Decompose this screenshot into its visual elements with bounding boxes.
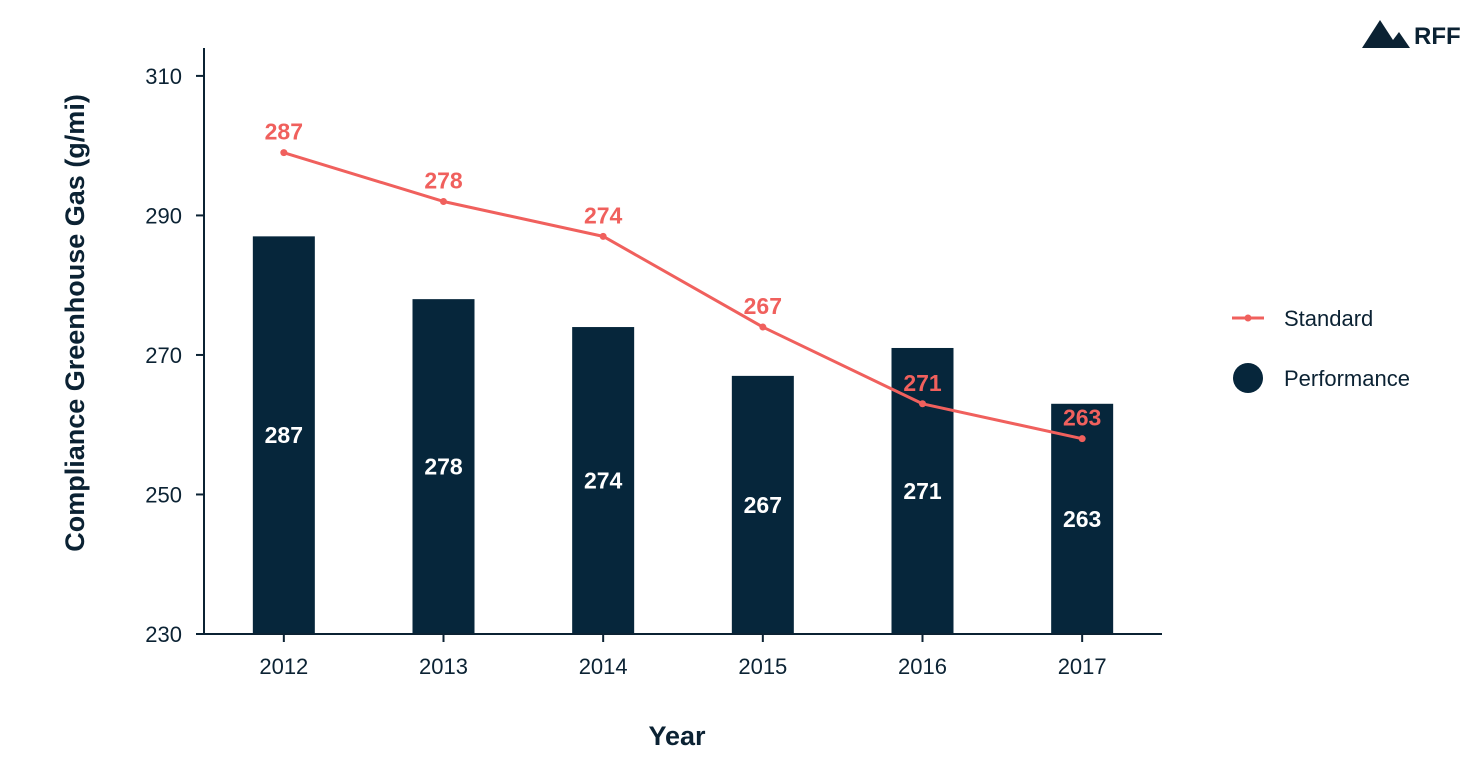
legend: Standard Performance [1232, 306, 1410, 393]
standard-label-2014: 274 [584, 202, 623, 228]
y-tick-label-250: 250 [145, 482, 182, 507]
bar-2012 [252, 236, 315, 634]
standard-point-2016 [919, 400, 926, 408]
bar-2016 [891, 347, 954, 634]
legend-standard-swatch-dot [1244, 314, 1252, 322]
y-tick-label-230: 230 [145, 622, 182, 647]
bar-label-2013: 278 [424, 454, 463, 480]
x-tick-label-2017: 2017 [1058, 654, 1107, 679]
bar-label-2016: 271 [903, 478, 942, 504]
standard-line [283, 151, 1083, 441]
standard-point-2015 [759, 323, 767, 331]
bar-2013 [412, 299, 475, 634]
y-tick-label-310: 310 [145, 64, 182, 89]
x-tick-label-2016: 2016 [898, 654, 947, 679]
x-tick-label-2014: 2014 [579, 654, 628, 679]
bar-label-2015: 267 [744, 492, 782, 518]
legend-performance-label: Performance [1284, 366, 1410, 391]
bars-layer: 287 278 274 267 271 263 [252, 236, 1114, 634]
bar-2015 [731, 375, 794, 634]
x-tick-label-2013: 2013 [419, 654, 468, 679]
standard-label-2012: 287 [265, 119, 303, 145]
standard-label-2016: 271 [903, 370, 942, 396]
legend-item-performance: Performance [1233, 363, 1410, 393]
legend-standard-label: Standard [1284, 306, 1373, 331]
y-axis-title: Compliance Greenhouse Gas (g/mi) [60, 94, 90, 552]
mountain-icon [1362, 20, 1410, 48]
rff-logo: RFF [1362, 20, 1461, 50]
standard-label-2013: 278 [424, 167, 463, 193]
bar-2014 [572, 327, 635, 634]
x-tick-label-2015: 2015 [738, 654, 787, 679]
legend-item-standard: Standard [1232, 306, 1373, 331]
legend-performance-swatch [1233, 363, 1263, 393]
bar-label-2014: 274 [584, 468, 623, 494]
line-layer: 287 278 274 267 271 263 [265, 119, 1101, 443]
bar-label-2017: 263 [1063, 506, 1101, 532]
standard-point-2012 [280, 149, 288, 157]
y-tick-label-290: 290 [145, 203, 182, 228]
x-tick-label-2012: 2012 [259, 654, 308, 679]
bar-label-2012: 287 [265, 422, 303, 448]
y-tick-label-270: 270 [145, 343, 182, 368]
logo-text: RFF [1414, 23, 1461, 50]
standard-point-2014 [599, 232, 607, 240]
standard-label-2017: 263 [1063, 405, 1101, 431]
axes-layer: 230 250 270 290 310 2012 2013 2014 2015 2016 2017 [145, 48, 1162, 679]
x-axis-title: Year [648, 721, 706, 751]
standard-label-2015: 267 [744, 293, 782, 319]
standard-point-2013 [440, 197, 447, 205]
standard-point-2017 [1078, 435, 1086, 443]
